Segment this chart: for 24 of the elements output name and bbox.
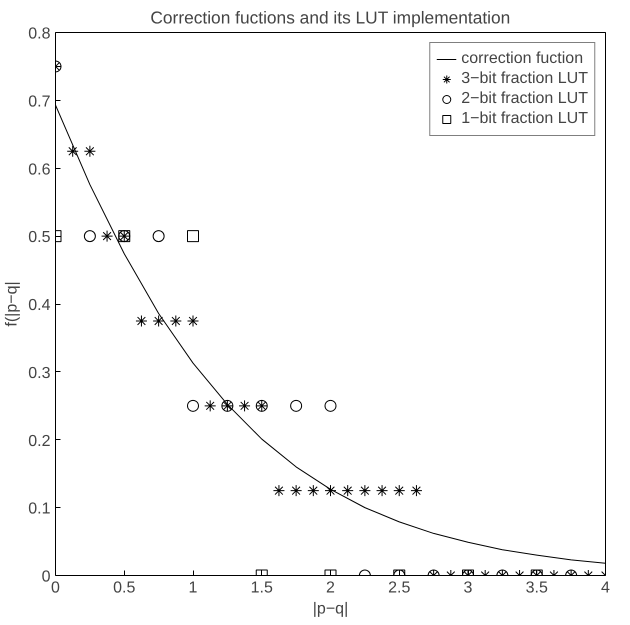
- legend-label: correction fuction: [461, 50, 584, 68]
- y-tick-label: 0.4: [28, 297, 51, 314]
- x-tick-label: 4: [601, 580, 610, 596]
- x-tick-label: 0.5: [113, 580, 136, 596]
- y-tick-label: 0.3: [28, 364, 51, 382]
- y-tick-label: 0.2: [28, 432, 51, 450]
- y-tick-label: 0.5: [28, 229, 51, 246]
- x-tick-label: 3.5: [526, 580, 548, 596]
- x-tick-label: 2.5: [388, 580, 410, 596]
- y-tick-label: 0: [42, 568, 51, 586]
- x-tick-label: 3: [464, 580, 473, 596]
- x-axis-title: |p−q|: [312, 600, 348, 618]
- y-tick-label: 0.7: [28, 93, 51, 110]
- chart-title: Correction fuctions and its LUT implementation: [150, 8, 510, 28]
- y-tick-label: 0.8: [28, 26, 51, 42]
- legend-label: 2−bit fraction LUT: [461, 90, 588, 108]
- x-tick-label: 1.5: [250, 580, 273, 596]
- x-tick-label: 2: [326, 580, 336, 596]
- x-tick-label: 1: [188, 580, 198, 596]
- y-axis-title: f(|p−q|: [3, 281, 20, 327]
- legend-label: 3−bit fraction LUT: [461, 70, 588, 88]
- y-tick-label: 0.1: [28, 500, 51, 518]
- y-tick-label: 0.6: [28, 161, 51, 178]
- legend-label: 1−bit fraction LUT: [461, 110, 588, 128]
